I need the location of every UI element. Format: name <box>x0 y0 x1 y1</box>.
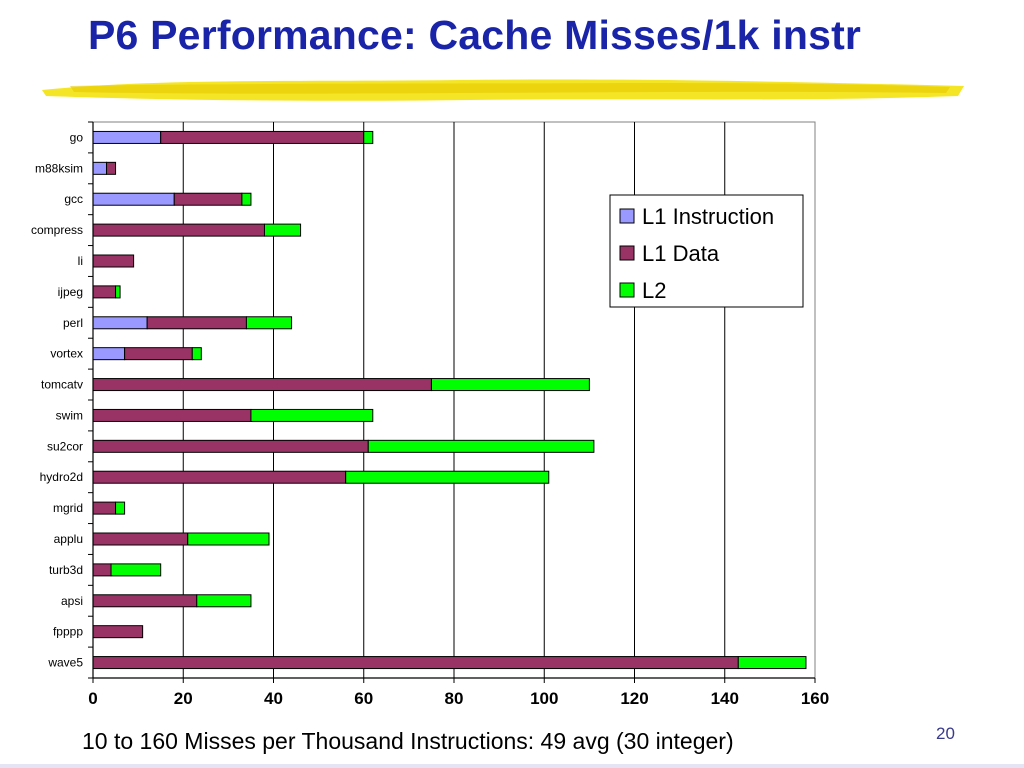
bar-segment <box>92 470 347 484</box>
bar-segment <box>241 192 252 206</box>
bar-segment <box>92 223 265 237</box>
bar-segment <box>187 532 270 546</box>
bar-segment <box>363 130 374 144</box>
bar-segment <box>367 439 595 453</box>
category-label: li <box>78 254 83 268</box>
bar-segment <box>245 316 293 330</box>
legend-swatch <box>619 245 635 261</box>
category-label: mgrid <box>53 501 83 515</box>
bar-segment <box>430 378 590 392</box>
bar-segment <box>92 378 432 392</box>
x-tick-label: 40 <box>264 689 283 708</box>
bar-segment <box>92 532 189 546</box>
category-label: gcc <box>64 192 83 206</box>
x-tick-label: 140 <box>711 689 739 708</box>
legend: L1 Instruction L1 Data L2 <box>609 194 804 308</box>
bar-segment <box>92 316 148 330</box>
page-number: 20 <box>936 724 955 743</box>
bar-segment <box>124 347 193 361</box>
category-label: ijpeg <box>58 285 83 299</box>
x-tick-label: 20 <box>174 689 193 708</box>
title-underline-brush-edge <box>70 83 950 94</box>
bar-segment <box>92 501 117 515</box>
x-tick-label: 120 <box>620 689 648 708</box>
bar-segment <box>92 408 252 422</box>
category-label: swim <box>56 408 83 422</box>
bar-segment <box>106 161 117 175</box>
bar-segment <box>160 130 365 144</box>
category-label: perl <box>63 316 83 330</box>
legend-label: L1 Data <box>642 241 720 266</box>
slide-caption: 10 to 160 Misses per Thousand Instructio… <box>82 728 734 754</box>
category-label: compress <box>31 223 83 237</box>
bottom-rule <box>0 764 1024 768</box>
bar-segment <box>110 563 162 577</box>
bar-segment <box>196 594 252 608</box>
category-label: tomcatv <box>41 378 83 392</box>
bar-segment <box>146 316 247 330</box>
bar-segment <box>250 408 374 422</box>
category-label: vortex <box>50 347 83 361</box>
bar-segment <box>737 656 807 670</box>
bar-segment <box>92 192 175 206</box>
legend-box <box>609 194 804 308</box>
legend-label: L2 <box>642 278 666 303</box>
x-tick-label: 60 <box>354 689 373 708</box>
bar-segment <box>263 223 302 237</box>
bar-segment <box>115 285 121 299</box>
x-tick-label: 160 <box>801 689 829 708</box>
tick-labels: 0 20 40 60 80 100 120 140 160 go m88ksim gcc compres… <box>31 130 829 708</box>
slide-title: P6 Performance: Cache Misses/1k instr <box>88 12 862 58</box>
bar-segment <box>191 347 202 361</box>
category-label: su2cor <box>47 439 83 453</box>
category-label: turb3d <box>49 563 83 577</box>
bar-segment <box>345 470 550 484</box>
legend-swatch <box>619 282 635 298</box>
category-label: wave5 <box>47 656 83 670</box>
legend-swatch <box>619 208 635 224</box>
bar-segment <box>115 501 126 515</box>
category-label: apsi <box>61 594 83 608</box>
bar-segment <box>92 656 739 670</box>
category-label: applu <box>54 532 83 546</box>
x-tick-label: 0 <box>88 689 97 708</box>
bar-segment <box>92 130 162 144</box>
legend-label: L1 Instruction <box>642 204 774 229</box>
category-label: m88ksim <box>35 161 83 175</box>
bars <box>92 130 807 670</box>
bar-segment <box>92 347 126 361</box>
axes <box>88 121 816 683</box>
bar-segment <box>92 161 108 175</box>
x-tick-label: 100 <box>530 689 558 708</box>
bar-segment <box>92 439 369 453</box>
bar-segment <box>92 625 144 639</box>
bar-segment <box>92 563 112 577</box>
title-underline-stroke <box>42 79 964 101</box>
bar-segment <box>92 594 198 608</box>
bar-segment <box>92 285 117 299</box>
category-label: fpppp <box>53 625 83 639</box>
category-label: go <box>70 130 84 144</box>
bar-segment <box>173 192 243 206</box>
x-tick-label: 80 <box>445 689 464 708</box>
category-label: hydro2d <box>40 470 83 484</box>
bar-segment <box>92 254 135 268</box>
